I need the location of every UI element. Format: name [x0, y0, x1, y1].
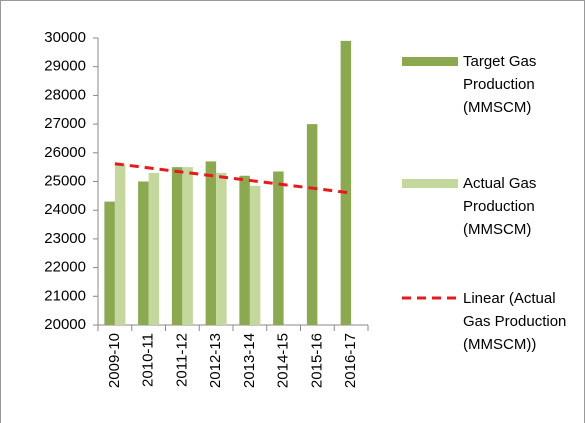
y-tick-label: 20000 — [44, 316, 86, 333]
y-tick-label: 29000 — [44, 58, 86, 75]
bar — [249, 185, 261, 325]
trend-line — [114, 162, 352, 195]
legend-label: Linear (Actual Gas Production (MMSCM)) — [463, 290, 567, 353]
bar — [138, 181, 149, 325]
x-tick-label: 2014-15 — [275, 333, 292, 388]
x-tick-label: 2015-16 — [308, 333, 325, 388]
y-tick-label: 28000 — [44, 86, 86, 103]
legend-swatch — [402, 57, 458, 66]
x-tick-label: 2016-17 — [342, 333, 359, 388]
bar — [216, 172, 227, 325]
bar — [114, 164, 126, 325]
y-tick-label: 23000 — [44, 230, 86, 247]
bar — [273, 171, 284, 325]
y-tick-label: 22000 — [44, 259, 86, 276]
bar — [239, 175, 250, 325]
bar — [148, 172, 160, 325]
legend-label: Target Gas Production (MMSCM) — [463, 53, 537, 116]
y-tick-label: 27000 — [44, 115, 86, 132]
x-tick-label: 2011-12 — [173, 333, 190, 387]
y-tick-label: 26000 — [44, 144, 86, 161]
bar — [182, 167, 193, 325]
legend-swatch — [402, 179, 458, 188]
x-tick-label: 2013-14 — [241, 333, 258, 388]
bar — [171, 167, 183, 325]
bar — [306, 124, 318, 325]
x-tick-label: 2012-13 — [207, 333, 224, 388]
x-tick-label: 2010-11 — [140, 333, 157, 387]
y-tick-label: 21000 — [44, 287, 86, 304]
bar — [340, 40, 352, 326]
y-tick-label: 25000 — [44, 172, 86, 189]
bar — [104, 201, 115, 325]
y-tick-label: 30000 — [44, 29, 86, 46]
bar — [205, 161, 217, 325]
legend-label: Actual Gas Production (MMSCM) — [463, 175, 537, 238]
x-tick-label: 2009-10 — [106, 333, 123, 388]
y-tick-label: 24000 — [44, 201, 86, 218]
